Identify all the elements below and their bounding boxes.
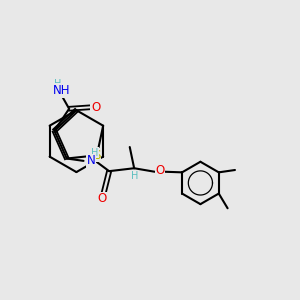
Text: H: H: [54, 79, 61, 89]
Text: NH: NH: [52, 84, 70, 97]
Text: O: O: [155, 164, 165, 177]
Text: H: H: [131, 172, 138, 182]
Text: O: O: [98, 192, 107, 206]
Text: O: O: [91, 101, 100, 114]
Text: S: S: [93, 149, 100, 162]
Text: H: H: [91, 148, 98, 158]
Text: N: N: [87, 154, 96, 167]
